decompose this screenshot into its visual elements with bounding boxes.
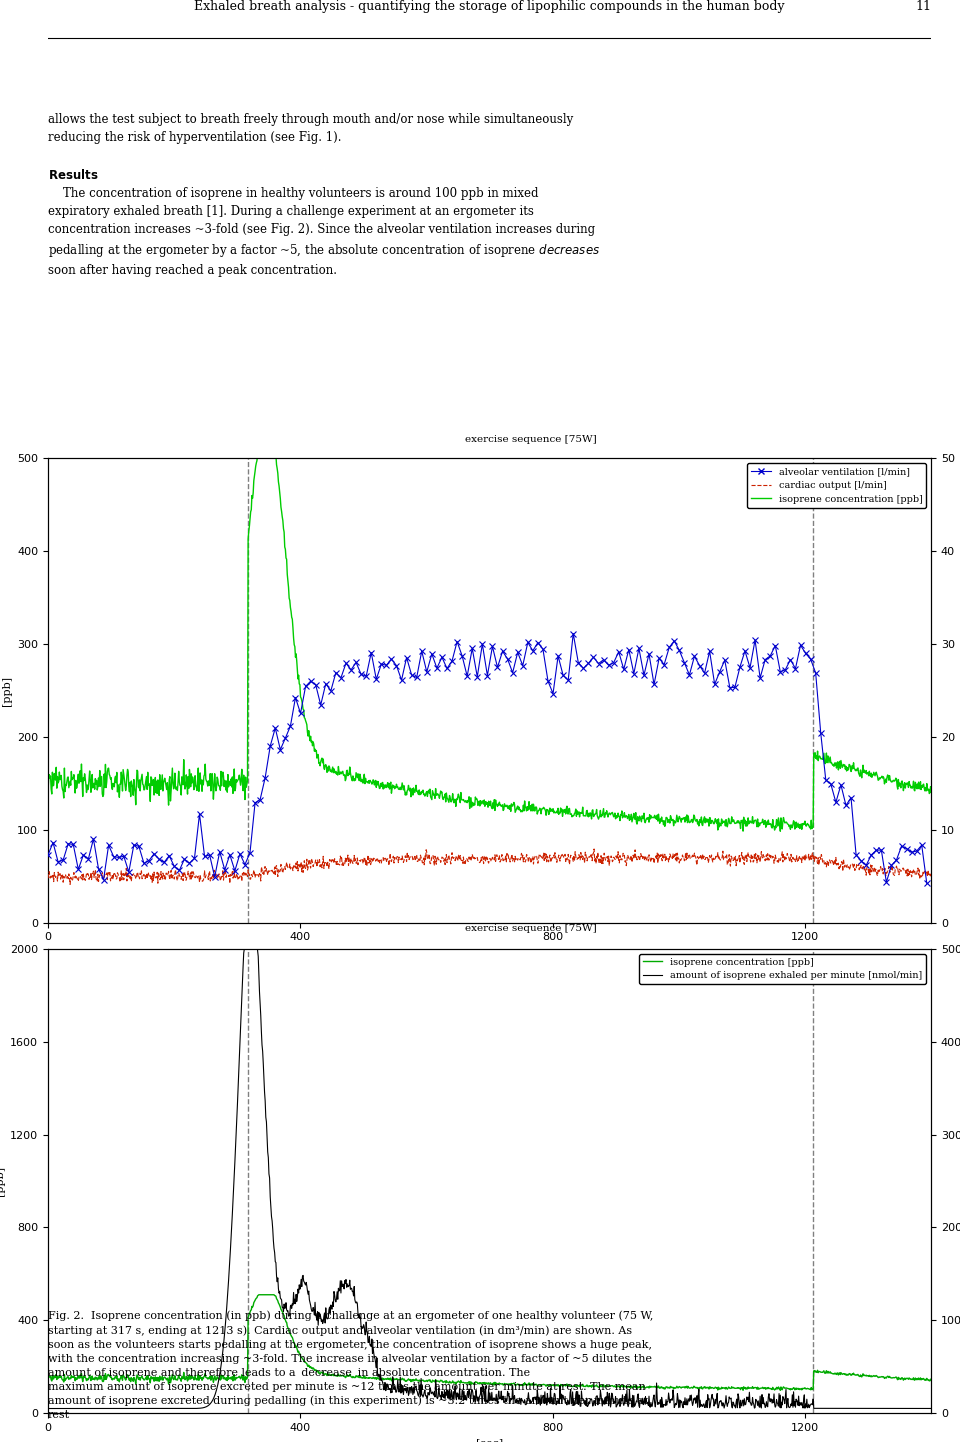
- X-axis label: [sec]: [sec]: [476, 947, 503, 957]
- Text: exercise sequence [75W]: exercise sequence [75W]: [465, 923, 596, 933]
- Text: allows the test subject to breath freely through mouth and/or nose while simulta: allows the test subject to breath freely…: [48, 112, 600, 277]
- Legend: alveolar ventilation [l/min], cardiac output [l/min], isoprene concentration [pp: alveolar ventilation [l/min], cardiac ou…: [748, 463, 926, 508]
- Legend: isoprene concentration [ppb], amount of isoprene exhaled per minute [nmol/min]: isoprene concentration [ppb], amount of …: [639, 953, 926, 985]
- Text: Exhaled breath analysis - quantifying the storage of lipophilic compounds in the: Exhaled breath analysis - quantifying th…: [194, 0, 785, 13]
- Text: 11: 11: [915, 0, 931, 13]
- Text: Fig. 2.  Isoprene concentration (in ppb) during a challenge at an ergometer of o: Fig. 2. Isoprene concentration (in ppb) …: [48, 1311, 654, 1420]
- Text: exercise sequence [75W]: exercise sequence [75W]: [465, 435, 596, 444]
- Y-axis label: [ppb]: [ppb]: [0, 1167, 5, 1195]
- Y-axis label: [ppb]: [ppb]: [2, 675, 12, 705]
- X-axis label: [sec]: [sec]: [476, 1439, 503, 1442]
